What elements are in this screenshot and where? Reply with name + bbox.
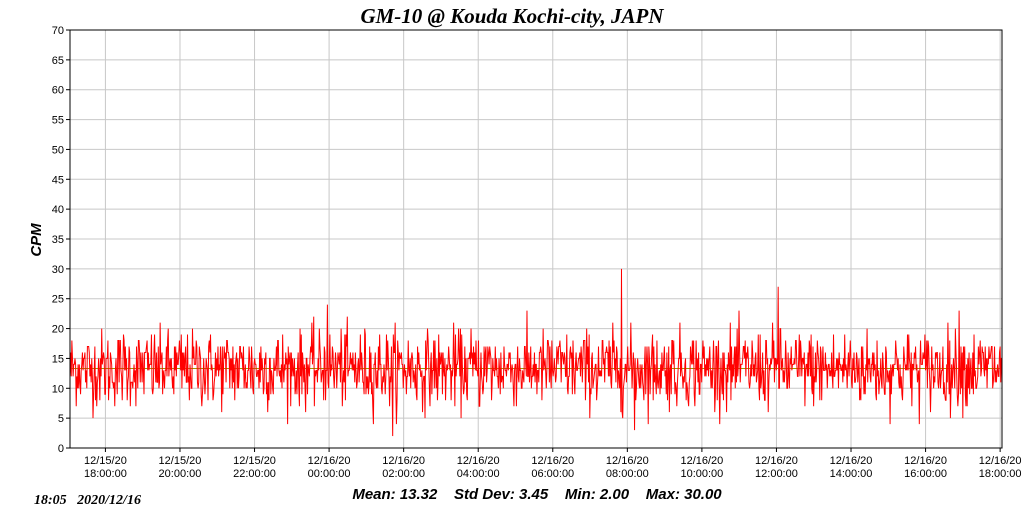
y-tick-label: 70 bbox=[52, 25, 64, 37]
y-axis-label: CPM bbox=[28, 223, 45, 257]
y-axis-ticks: 0 5 10 15 20 25 30 35 40 45 50 55 60 65 70 bbox=[52, 25, 70, 455]
y-tick-label: 10 bbox=[52, 383, 64, 395]
y-tick-label: 40 bbox=[52, 204, 64, 216]
x-tick-date: 12/15/20 bbox=[233, 455, 276, 467]
x-tick-time: 00:00:00 bbox=[308, 468, 351, 480]
x-tick-date: 12/16/20 bbox=[382, 455, 425, 467]
y-tick-label: 30 bbox=[52, 264, 64, 276]
y-tick-label: 25 bbox=[52, 294, 64, 306]
x-tick-date: 12/16/20 bbox=[830, 455, 873, 467]
stats-summary: Mean: 13.32 Std Dev: 3.45 Min: 2.00 Max:… bbox=[352, 486, 722, 503]
y-tick-label: 20 bbox=[52, 324, 64, 336]
grid bbox=[70, 30, 1002, 448]
x-tick-date: 12/16/20 bbox=[680, 455, 723, 467]
y-tick-label: 50 bbox=[52, 144, 64, 156]
x-tick-time: 08:00:00 bbox=[606, 468, 649, 480]
x-tick-date: 12/15/20 bbox=[159, 455, 202, 467]
plot-frame bbox=[69, 29, 1003, 449]
x-tick-date: 12/16/20 bbox=[457, 455, 500, 467]
y-tick-label: 15 bbox=[52, 353, 64, 365]
series-line-cpm bbox=[69, 268, 1002, 437]
y-tick-label: 35 bbox=[52, 234, 64, 246]
y-tick-label: 45 bbox=[52, 174, 64, 186]
y-tick-label: 65 bbox=[52, 55, 64, 67]
x-tick-time: 12:00:00 bbox=[755, 468, 798, 480]
x-tick-time: 18:00:00 bbox=[979, 468, 1022, 480]
x-tick-date: 12/16/20 bbox=[755, 455, 798, 467]
x-tick-time: 22:00:00 bbox=[233, 468, 276, 480]
x-tick-time: 16:00:00 bbox=[904, 468, 947, 480]
x-tick-time: 14:00:00 bbox=[830, 468, 873, 480]
y-tick-label: 60 bbox=[52, 85, 64, 97]
chart-title: GM-10 @ Kouda Kochi-city, JAPN bbox=[360, 4, 664, 28]
x-tick-date: 12/15/20 bbox=[84, 455, 127, 467]
x-tick-time: 06:00:00 bbox=[531, 468, 574, 480]
timestamp: 18:05 2020/12/16 bbox=[34, 493, 141, 508]
x-tick-date: 12/16/20 bbox=[308, 455, 351, 467]
x-tick-date: 12/16/20 bbox=[531, 455, 574, 467]
y-tick-label: 0 bbox=[58, 443, 64, 455]
x-tick-date: 12/16/20 bbox=[979, 455, 1022, 467]
y-tick-label: 55 bbox=[52, 115, 64, 127]
x-tick-date: 12/16/20 bbox=[606, 455, 649, 467]
x-tick-time: 20:00:00 bbox=[159, 468, 202, 480]
x-tick-time: 02:00:00 bbox=[382, 468, 425, 480]
x-tick-time: 04:00:00 bbox=[457, 468, 500, 480]
x-tick-time: 18:00:00 bbox=[84, 468, 127, 480]
y-tick-label: 5 bbox=[58, 413, 64, 425]
x-tick-date: 12/16/20 bbox=[904, 455, 947, 467]
x-axis-ticks: 12/15/2018:00:0012/15/2020:00:0012/15/20… bbox=[84, 448, 1022, 480]
x-tick-time: 10:00:00 bbox=[680, 468, 723, 480]
